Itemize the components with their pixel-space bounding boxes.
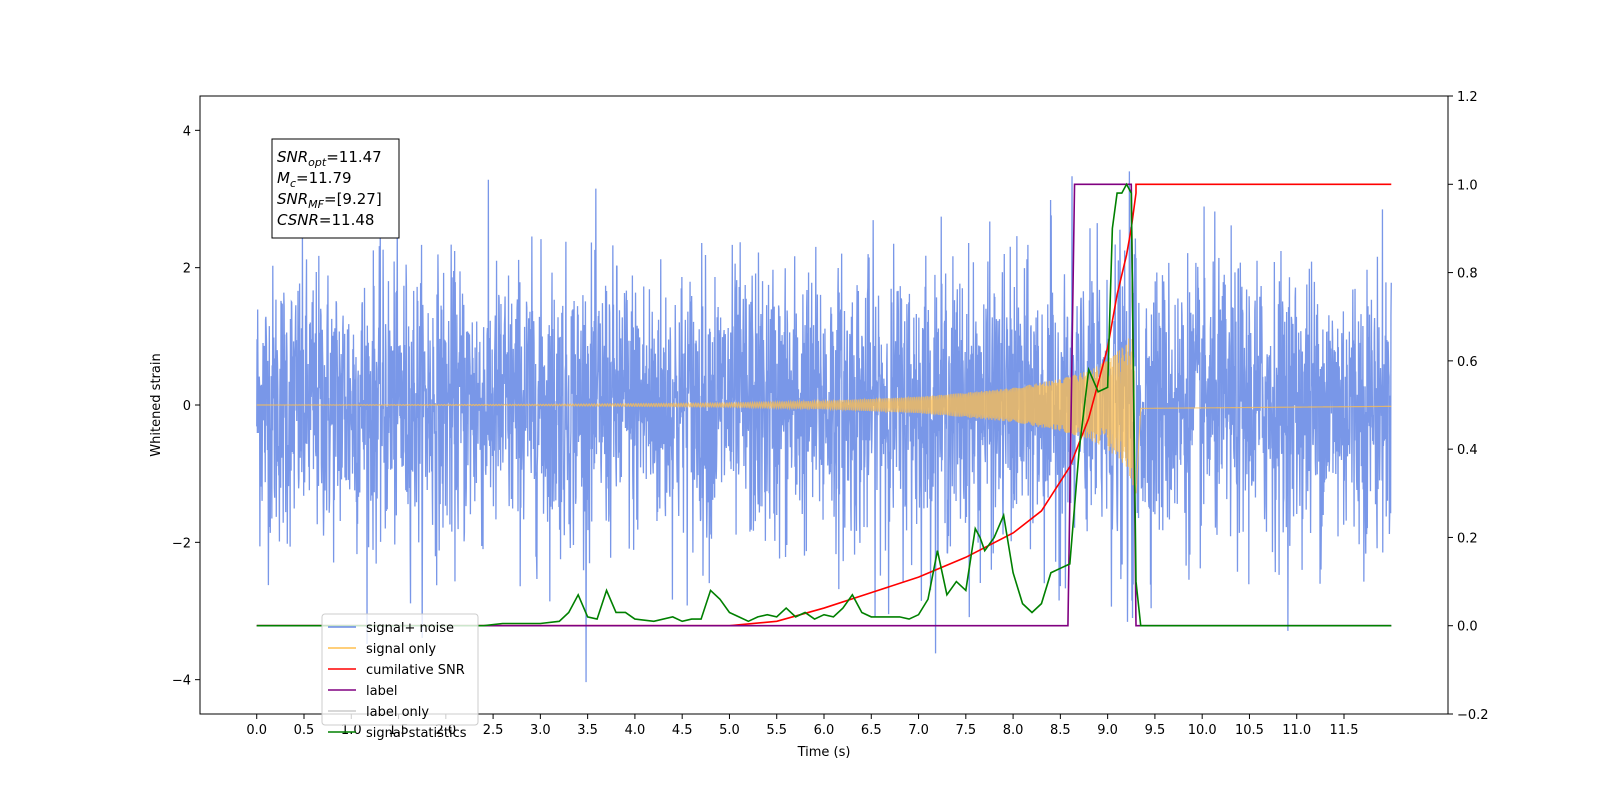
stats-symbol: M (277, 169, 290, 187)
legend-label: signal only (366, 642, 436, 657)
stats-symbol: SNR (277, 190, 308, 208)
x-tick-label: 4.0 (625, 723, 646, 738)
x-tick-label: 0.0 (246, 723, 267, 738)
stats-value: =11.79 (296, 169, 352, 187)
stats-line: SNRopt=11.47 (277, 148, 382, 169)
x-tick-label: 6.5 (861, 723, 882, 738)
legend-label: label only (366, 705, 429, 720)
x-tick-label: 8.5 (1050, 723, 1071, 738)
legend-label: label (366, 684, 397, 699)
stats-value: =11.47 (326, 148, 382, 166)
stats-subscript: MF (308, 198, 324, 211)
x-tick-label: 4.5 (672, 723, 693, 738)
series-signal-statistics (256, 182, 1392, 627)
y-tick-label: 4 (183, 124, 191, 139)
stats-symbol: CSNR (277, 211, 319, 229)
x-tick-label: 1.0 (341, 723, 362, 738)
x-tick-label: 6.0 (814, 723, 835, 738)
y2-tick-label: 0.6 (1457, 355, 1478, 370)
x-tick-label: 3.5 (577, 723, 598, 738)
y-tick-label: −2 (172, 536, 191, 551)
legend: signal+ noise signal only cumilative SNR la… (321, 613, 479, 741)
x-tick-label: 7.0 (908, 723, 929, 738)
y-tick-label: 0 (183, 399, 191, 414)
stats-symbol: SNR (277, 148, 308, 166)
x-tick-label: 10.5 (1235, 723, 1264, 738)
y2-tick-label: 1.0 (1457, 178, 1478, 193)
plot-frame (199, 95, 1449, 715)
stats-line: SNRMF=[9.27] (277, 190, 382, 211)
legend-frame (321, 613, 479, 726)
x-axis-label: Time (s) (797, 745, 851, 760)
x-tick-label: 0.5 (294, 723, 315, 738)
x-tick-label: 1.5 (388, 723, 409, 738)
legend-label: cumilative SNR (366, 663, 465, 678)
series-signal-noise (256, 171, 1392, 683)
ticks-layer: 0.0 0.5 1.0 1.5 2.0 2.5 3.0 3.5 4.0 4.5 5.0 5.5 6.0 6… (172, 90, 1489, 738)
x-tick-label: 5.5 (766, 723, 787, 738)
x-tick-label: 11.5 (1330, 723, 1359, 738)
stats-line: Mc=11.79 (277, 169, 352, 190)
y2-tick-label: 0.8 (1457, 267, 1478, 282)
stats-subscript: opt (308, 156, 327, 169)
x-tick-label: 2.0 (435, 723, 456, 738)
y2-tick-label: −0.2 (1457, 708, 1489, 723)
x-tick-label: 9.0 (1097, 723, 1118, 738)
y2-tick-label: 0.2 (1457, 531, 1478, 546)
y2-tick-label: 1.2 (1457, 90, 1478, 105)
y-tick-label: −4 (172, 674, 191, 689)
y-axis-label: Whitened strain (149, 353, 164, 456)
x-tick-label: 11.0 (1282, 723, 1311, 738)
stats-subscript: c (290, 177, 296, 190)
x-tick-label: 3.0 (530, 723, 551, 738)
stats-line: CSNR=11.48 (277, 211, 374, 229)
stats-value: =[9.27] (324, 190, 382, 208)
x-tick-label: 9.5 (1145, 723, 1166, 738)
legend-label: signal statistics (366, 726, 467, 741)
x-tick-label: 2.5 (483, 723, 504, 738)
y2-tick-label: 0.4 (1457, 443, 1478, 458)
stats-annotation-frame (271, 138, 400, 239)
y2-tick-label: 0.0 (1457, 620, 1478, 635)
x-tick-label: 7.5 (955, 723, 976, 738)
x-tick-label: 10.0 (1188, 723, 1217, 738)
x-tick-label: 8.0 (1003, 723, 1024, 738)
y-tick-label: 2 (183, 262, 191, 277)
stats-value: =11.48 (319, 211, 375, 229)
x-tick-label: 5.0 (719, 723, 740, 738)
legend-label: signal+ noise (366, 621, 454, 636)
plot-area (256, 171, 1392, 683)
stats-annotation: SNRopt=11.47Mc=11.79SNRMF=[9.27]CSNR=11.… (271, 138, 400, 239)
series-signal-only (256, 338, 1392, 494)
